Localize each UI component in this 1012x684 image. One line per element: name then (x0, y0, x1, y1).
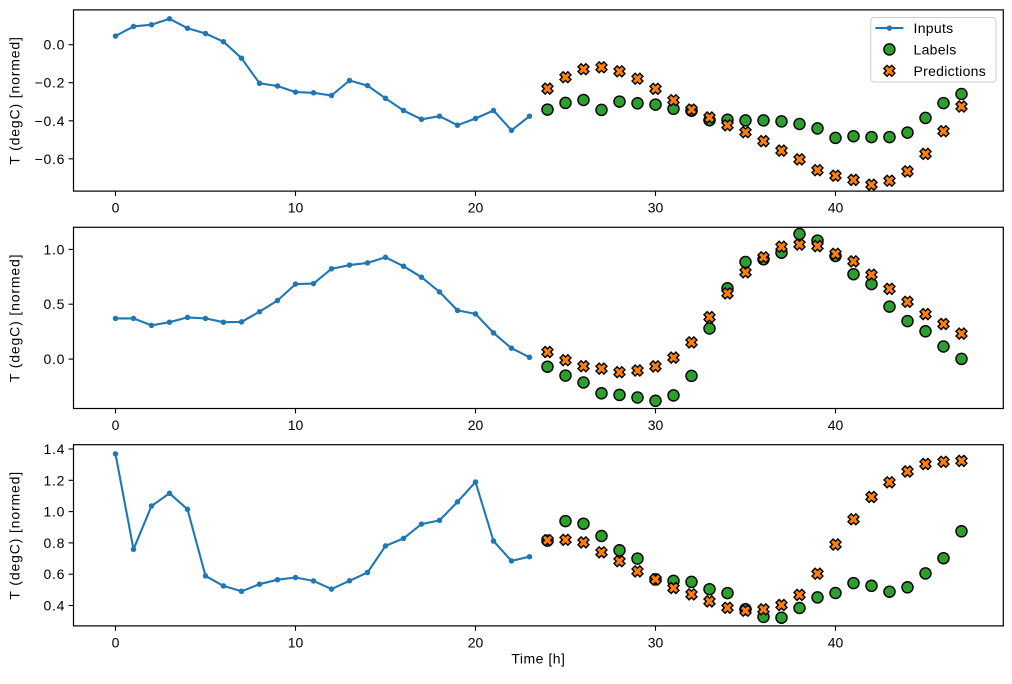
svg-text:−0.2: −0.2 (35, 75, 65, 91)
svg-text:40: 40 (828, 634, 844, 650)
svg-text:0.0: 0.0 (44, 351, 66, 367)
svg-text:30: 30 (648, 417, 664, 433)
svg-text:−0.6: −0.6 (35, 151, 65, 167)
svg-text:0.8: 0.8 (44, 535, 66, 551)
svg-text:Inputs: Inputs (914, 20, 954, 36)
svg-text:1.2: 1.2 (44, 472, 66, 488)
svg-text:0: 0 (112, 634, 120, 650)
svg-text:0: 0 (112, 200, 120, 216)
svg-text:20: 20 (468, 634, 484, 650)
svg-text:−0.4: −0.4 (35, 113, 65, 129)
svg-text:1.0: 1.0 (44, 504, 66, 520)
svg-text:1.0: 1.0 (44, 241, 66, 257)
svg-text:40: 40 (828, 417, 844, 433)
svg-text:0.5: 0.5 (44, 296, 66, 312)
svg-text:T (degC) [normed]: T (degC) [normed] (7, 471, 23, 600)
svg-text:30: 30 (648, 634, 664, 650)
svg-text:0.0: 0.0 (44, 37, 66, 53)
svg-text:0.4: 0.4 (44, 598, 66, 614)
svg-text:20: 20 (468, 200, 484, 216)
svg-text:T (degC) [normed]: T (degC) [normed] (7, 254, 23, 383)
svg-text:1.4: 1.4 (44, 441, 66, 457)
svg-text:40: 40 (828, 200, 844, 216)
svg-text:T (degC) [normed]: T (degC) [normed] (7, 36, 23, 165)
svg-text:10: 10 (288, 417, 304, 433)
svg-text:10: 10 (288, 200, 304, 216)
svg-text:10: 10 (288, 634, 304, 650)
svg-text:Labels: Labels (914, 41, 957, 57)
svg-text:0.6: 0.6 (44, 566, 66, 582)
svg-text:Time [h]: Time [h] (511, 651, 565, 667)
svg-text:Predictions: Predictions (914, 63, 987, 79)
svg-text:30: 30 (648, 200, 664, 216)
svg-text:20: 20 (468, 417, 484, 433)
svg-text:0: 0 (112, 417, 120, 433)
